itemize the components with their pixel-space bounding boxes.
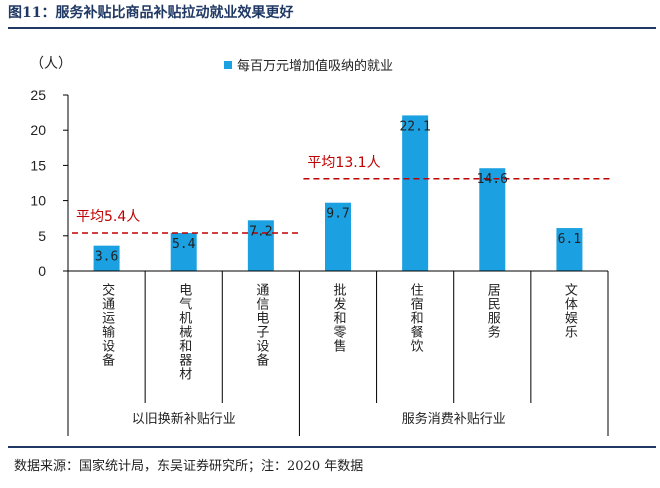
axes	[63, 94, 609, 436]
title-rule	[8, 27, 656, 29]
average-label: 平均5.4人	[76, 209, 140, 225]
bar	[325, 202, 351, 271]
bar	[402, 115, 429, 271]
y-tick-label: 15	[30, 157, 46, 173]
average-lines: 平均5.4人 平均13.1人	[72, 155, 610, 234]
category-label: 居民服务	[485, 283, 501, 339]
y-tick-label: 20	[30, 122, 46, 138]
data-labels: 3.6 5.4 7.2 9.7 22.1 14.6 6.1	[95, 119, 581, 264]
bars	[93, 115, 583, 271]
group-label: 服务消费补贴行业	[402, 411, 506, 427]
group-labels: 以旧换新补贴行业 服务消费补贴行业	[132, 411, 506, 427]
data-label: 5.4	[172, 237, 196, 252]
data-label: 7.2	[249, 224, 272, 239]
category-label: 批发和零售	[331, 283, 347, 353]
y-tick-label: 5	[38, 228, 46, 244]
group-label: 以旧换新补贴行业	[132, 411, 236, 427]
bar	[93, 245, 120, 271]
category-label: 电气机械和器材	[176, 283, 192, 381]
bar-chart: （人） 每百万元增加值吸纳的就业 0 5 10 15 20 25 平均5.4人 平均13.1…	[30, 56, 610, 436]
data-label: 14.6	[477, 172, 508, 187]
data-label: 6.1	[558, 232, 581, 247]
y-tick-label: 10	[30, 193, 46, 209]
data-label: 3.6	[95, 250, 118, 265]
average-label: 平均13.1人	[307, 155, 380, 171]
source-note: 数据来源：国家统计局，东吴证券研究所；注：2020 年数据	[14, 459, 364, 474]
bar	[479, 168, 506, 271]
category-label: 住宿和餐饮	[408, 283, 424, 353]
y-tick-label: 0	[38, 263, 46, 279]
data-label: 9.7	[326, 207, 349, 222]
bar	[170, 232, 197, 271]
legend-entry: 每百万元增加值吸纳的就业	[237, 58, 393, 74]
data-label: 22.1	[399, 119, 430, 134]
figure-title: 图11：服务补贴比商品补贴拉动就业效果更好	[8, 5, 294, 21]
bar	[247, 220, 274, 271]
category-label: 文体娱乐	[562, 283, 578, 339]
bottom-rule	[8, 446, 656, 448]
legend-swatch	[224, 61, 232, 69]
y-tick-label: 25	[30, 87, 46, 103]
y-axis-unit-label: （人）	[30, 56, 72, 72]
bar	[556, 228, 583, 271]
category-labels: 交通运输设备 电气机械和器材 通信电子设备 批发和零售 住宿和餐饮 居民服务 文体娱乐	[99, 282, 577, 381]
category-label: 通信电子设备	[253, 283, 269, 367]
y-axis-ticks: 0 5 10 15 20 25	[30, 87, 46, 279]
category-label: 交通运输设备	[99, 282, 115, 367]
